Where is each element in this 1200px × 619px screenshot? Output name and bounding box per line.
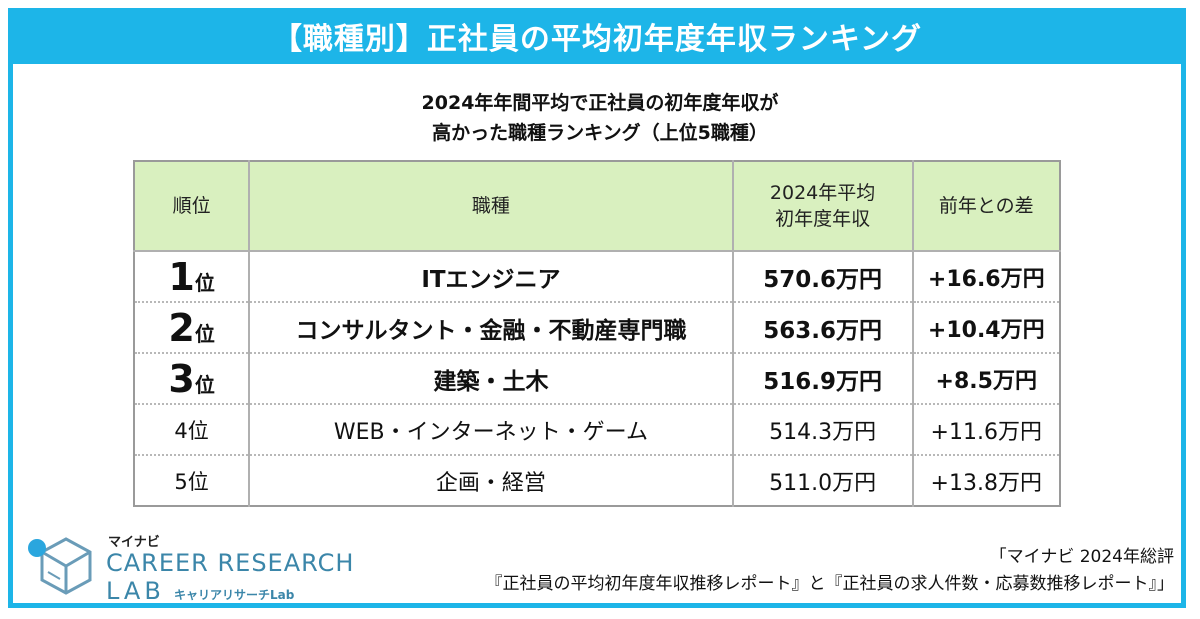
rank-cell: 4位 [134, 404, 251, 456]
job-cell: WEB・インターネット・ゲーム [249, 404, 734, 456]
diff-cell: +8.5万円 [912, 353, 1060, 405]
rank-unit: 位 [194, 321, 215, 346]
table-row: 4位 WEB・インターネット・ゲーム 514.3万円 +11.6万円 [134, 404, 1060, 456]
salary-cell: 516.9万円 [732, 353, 914, 405]
source-line-1: 「マイナビ 2024年総評 [989, 547, 1174, 567]
rank-number: 2 [168, 305, 195, 350]
salary-cell: 511.0万円 [732, 455, 914, 506]
table-caption: 2024年年間平均で正社員の初年度年収が 高かった職種ランキング（上位5職種） [0, 88, 1200, 148]
diff-cell: +13.8万円 [930, 470, 1042, 496]
salary-cell: 514.3万円 [732, 404, 914, 456]
table-header-row: 順位 職種 2024年平均 初年度年収 前年との差 [134, 161, 1060, 252]
header-salary-line1: 2024年平均 [769, 182, 876, 204]
rank-cell: 3位 [134, 353, 251, 405]
header-job: 職種 [249, 161, 734, 252]
header-diff: 前年との差 [912, 161, 1060, 252]
header-salary: 2024年平均 初年度年収 [732, 161, 914, 252]
rank-unit: 位 [187, 418, 209, 443]
table-row: 3位 建築・土木 516.9万円 +8.5万円 [134, 353, 1060, 405]
table-row: 1位 ITエンジニア 570.6万円 +16.6万円 [134, 251, 1060, 303]
rank-cell: 1位 [134, 251, 251, 303]
brand-subtitle: キャリアリサーチLab [174, 588, 295, 602]
diff-cell: +10.4万円 [912, 302, 1060, 354]
rank-unit: 位 [187, 469, 209, 494]
rank-unit: 位 [194, 372, 215, 397]
rank-number: 5 [174, 469, 188, 494]
brand-lab: LAB [106, 577, 165, 605]
table-row: 2位 コンサルタント・金融・不動産専門職 563.6万円 +10.4万円 [134, 302, 1060, 354]
salary-cell: 570.6万円 [732, 251, 914, 303]
rank-unit: 位 [194, 270, 215, 295]
header-rank: 順位 [134, 161, 251, 252]
job-cell: 建築・土木 [249, 353, 734, 405]
rank-number: 1 [168, 254, 195, 299]
source-note: 「マイナビ 2024年総評 『正社員の平均初年度年収推移レポート』と『正社員の求… [486, 544, 1175, 598]
diff-cell: +11.6万円 [912, 404, 1060, 456]
header-salary-line2: 初年度年収 [775, 208, 871, 230]
page-title: 【職種別】正社員の平均初年度年収ランキング [8, 8, 1186, 64]
source-line-2: 『正社員の平均初年度年収推移レポート』と『正社員の求人件数・応募数推移レポート』… [485, 574, 1175, 594]
rank-cell: 5位 [134, 455, 251, 506]
ranking-table: 順位 職種 2024年平均 初年度年収 前年との差 1位 ITエンジニア 570.… [133, 160, 1061, 507]
caption-line-1: 2024年年間平均で正社員の初年度年収が [421, 92, 779, 114]
caption-line-2: 高かった職種ランキング（上位5職種） [432, 122, 768, 144]
salary-cell: 563.6万円 [732, 302, 914, 354]
table-row: 5位 企画・経営 511.0万円 +13.8万円 [134, 455, 1060, 506]
brand-name: CAREER RESEARCH [106, 549, 355, 577]
brand-mynavi: マイナビ [108, 535, 160, 550]
career-research-lab-logo-icon [28, 537, 92, 595]
rank-cell: 2位 [134, 302, 251, 354]
diff-cell: +16.6万円 [912, 251, 1060, 303]
job-cell: 企画・経営 [249, 455, 734, 506]
rank-number: 4 [174, 418, 188, 443]
job-cell: コンサルタント・金融・不動産専門職 [249, 302, 734, 354]
rank-number: 3 [168, 356, 195, 401]
job-cell: ITエンジニア [249, 251, 734, 303]
